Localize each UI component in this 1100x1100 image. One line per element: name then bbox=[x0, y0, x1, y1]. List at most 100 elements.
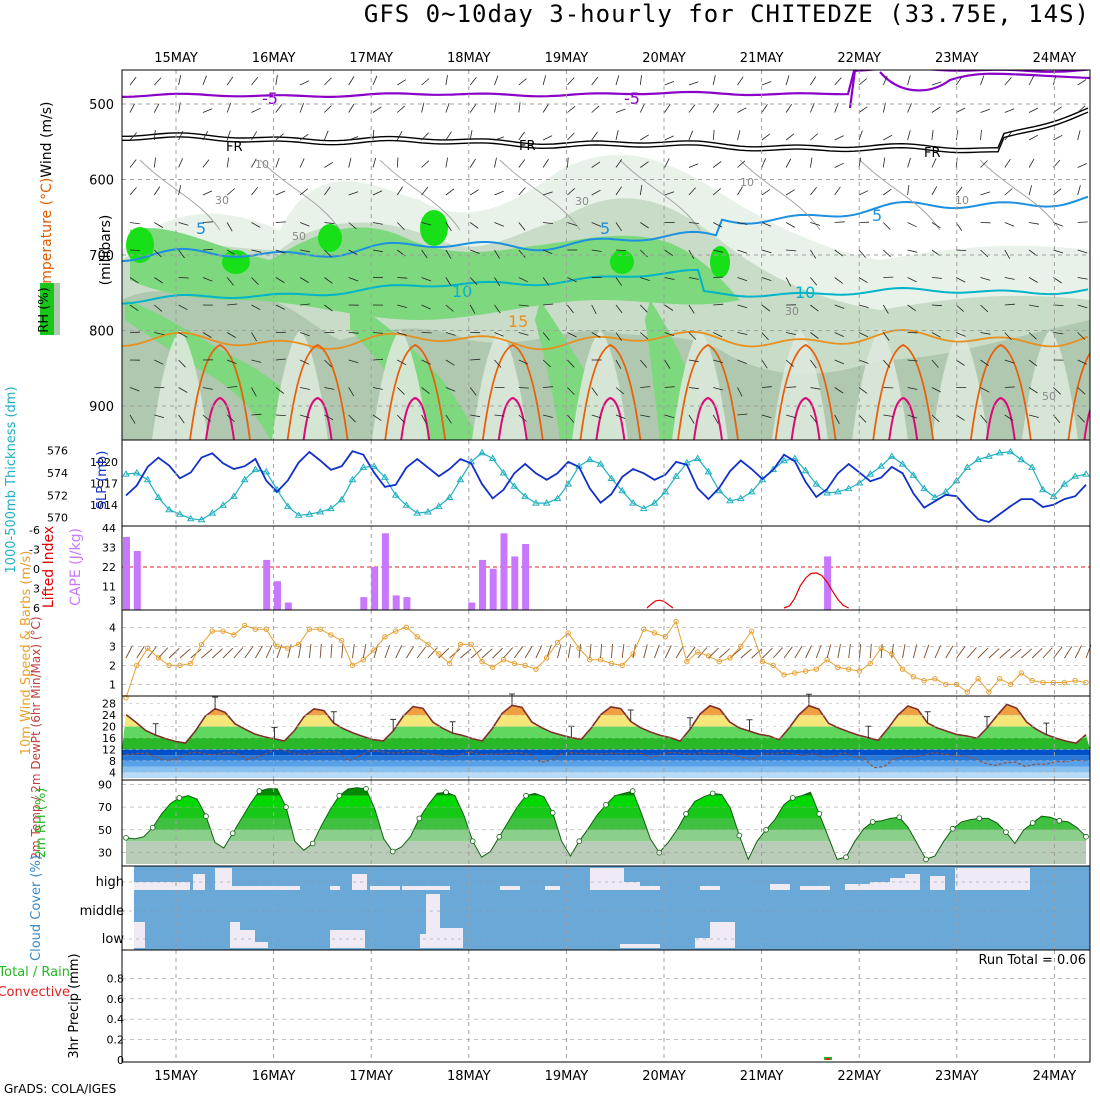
temp-warm-band bbox=[122, 715, 1090, 727]
wind-barb-10m bbox=[460, 648, 472, 659]
wind-barb bbox=[931, 387, 941, 393]
wind-barb bbox=[1077, 359, 1087, 365]
cape-tick-label: 22 bbox=[102, 561, 116, 574]
wind-barb bbox=[567, 222, 578, 226]
thickness-point bbox=[283, 502, 292, 509]
wind-barb bbox=[251, 277, 259, 285]
wind-barb bbox=[615, 387, 624, 395]
pressure-tick-label: 700 bbox=[89, 249, 114, 264]
rh-fill-group bbox=[126, 787, 1086, 864]
wind-barb-10m bbox=[201, 648, 213, 659]
wind-barb bbox=[591, 222, 602, 227]
contour-label-minus5: -5 bbox=[624, 89, 640, 108]
wind-barb bbox=[397, 277, 408, 279]
wind-barb bbox=[202, 190, 213, 196]
temp-whisker bbox=[984, 716, 990, 728]
wind-barb bbox=[688, 222, 699, 224]
wind-barb bbox=[615, 249, 627, 251]
wind-barb bbox=[615, 159, 623, 168]
wind-barb bbox=[955, 414, 965, 421]
rh-shade-column bbox=[272, 330, 328, 440]
rh-shade-column bbox=[472, 330, 528, 440]
thickness-point bbox=[747, 487, 756, 495]
date-label-top: 16MAY bbox=[252, 51, 296, 66]
contour-label-minus5: -5 bbox=[262, 89, 278, 108]
temp-whisker bbox=[627, 709, 634, 722]
run-total-label: Run Total = 0.06 bbox=[978, 953, 1086, 968]
wind-barb bbox=[494, 359, 502, 368]
wind-barb bbox=[153, 186, 161, 196]
wind-barb bbox=[931, 277, 942, 279]
rh-point bbox=[443, 789, 449, 796]
wind-barb bbox=[712, 414, 719, 424]
cloud-high-block bbox=[870, 882, 890, 890]
wind-barb bbox=[1077, 387, 1086, 395]
thickness-point bbox=[801, 466, 810, 474]
wind-barb-10m bbox=[492, 647, 504, 659]
contour-label-rh: 50 bbox=[292, 230, 306, 243]
wind-barb bbox=[226, 277, 234, 286]
wind-barb bbox=[858, 249, 866, 258]
wind-barb bbox=[421, 414, 427, 424]
temp-whisker bbox=[687, 717, 694, 730]
wind-barb bbox=[494, 222, 504, 227]
thickness-point bbox=[154, 493, 163, 500]
ua-legend-rh-text-part: RH (%) bbox=[37, 287, 52, 332]
cloud-high-block bbox=[215, 868, 232, 890]
wind-barb bbox=[664, 332, 675, 337]
wind-barb bbox=[737, 277, 748, 282]
wind-barb bbox=[251, 222, 261, 228]
rh-point bbox=[229, 830, 236, 837]
wind-barb bbox=[567, 304, 574, 314]
cloud-high-block bbox=[370, 886, 400, 890]
wind-barb bbox=[639, 103, 646, 113]
cape-tick-label: 44 bbox=[102, 522, 116, 535]
lifted-index-line bbox=[646, 599, 674, 609]
wind-barb bbox=[275, 190, 286, 196]
wind-tick-label: 3 bbox=[109, 640, 116, 653]
wind-barb bbox=[421, 304, 431, 310]
wind-barb-10m bbox=[664, 645, 672, 659]
wind-barb-10m bbox=[783, 646, 793, 659]
date-label-top: 18MAY bbox=[447, 51, 491, 66]
wind-barb-10m bbox=[179, 648, 191, 659]
temp-tick-label: 24 bbox=[102, 709, 116, 722]
wind-barb bbox=[494, 249, 500, 259]
wind-barb bbox=[494, 157, 497, 168]
thickness-point bbox=[618, 486, 627, 494]
wind-barb bbox=[640, 161, 649, 168]
wind-barb bbox=[1053, 332, 1064, 335]
cape-axis-label-part: CAPE (J/kg) bbox=[68, 528, 84, 606]
wind-barb-10m bbox=[934, 645, 942, 659]
wind-barb bbox=[226, 157, 230, 168]
wind-barb bbox=[737, 304, 748, 309]
rh-point bbox=[736, 832, 743, 839]
wind-barb-10m bbox=[945, 645, 954, 659]
temp-whisker bbox=[271, 726, 278, 739]
contour-label-t5: 5 bbox=[600, 219, 610, 238]
cape-bar bbox=[381, 533, 389, 610]
contour-t10 bbox=[122, 268, 1089, 305]
rh-point bbox=[496, 833, 503, 840]
rh-shade-column bbox=[372, 330, 428, 440]
temp-tick-label: 8 bbox=[109, 755, 116, 768]
cloud-low-block bbox=[134, 922, 145, 948]
wind-barb bbox=[542, 75, 547, 86]
wind-barb bbox=[664, 277, 675, 280]
wind-barb bbox=[348, 191, 359, 196]
precip-axis-label: 3hr Precip (mm) bbox=[67, 953, 82, 1058]
temp-tick-label: 20 bbox=[102, 721, 116, 734]
wind-barb bbox=[226, 222, 233, 232]
wind-barb-10m bbox=[524, 645, 533, 659]
temp-cold-band bbox=[122, 760, 1090, 767]
wind-barb bbox=[931, 130, 934, 141]
wind-barb bbox=[1053, 134, 1063, 141]
wind-barb bbox=[494, 304, 501, 314]
contour-t20 bbox=[1067, 351, 1090, 440]
wind-barb bbox=[494, 414, 505, 417]
wind-barb-10m bbox=[805, 645, 813, 659]
wind-barb-10m bbox=[762, 647, 773, 659]
wind-barb bbox=[1077, 79, 1087, 86]
rh-point bbox=[416, 815, 423, 822]
thickness-point bbox=[391, 491, 400, 498]
